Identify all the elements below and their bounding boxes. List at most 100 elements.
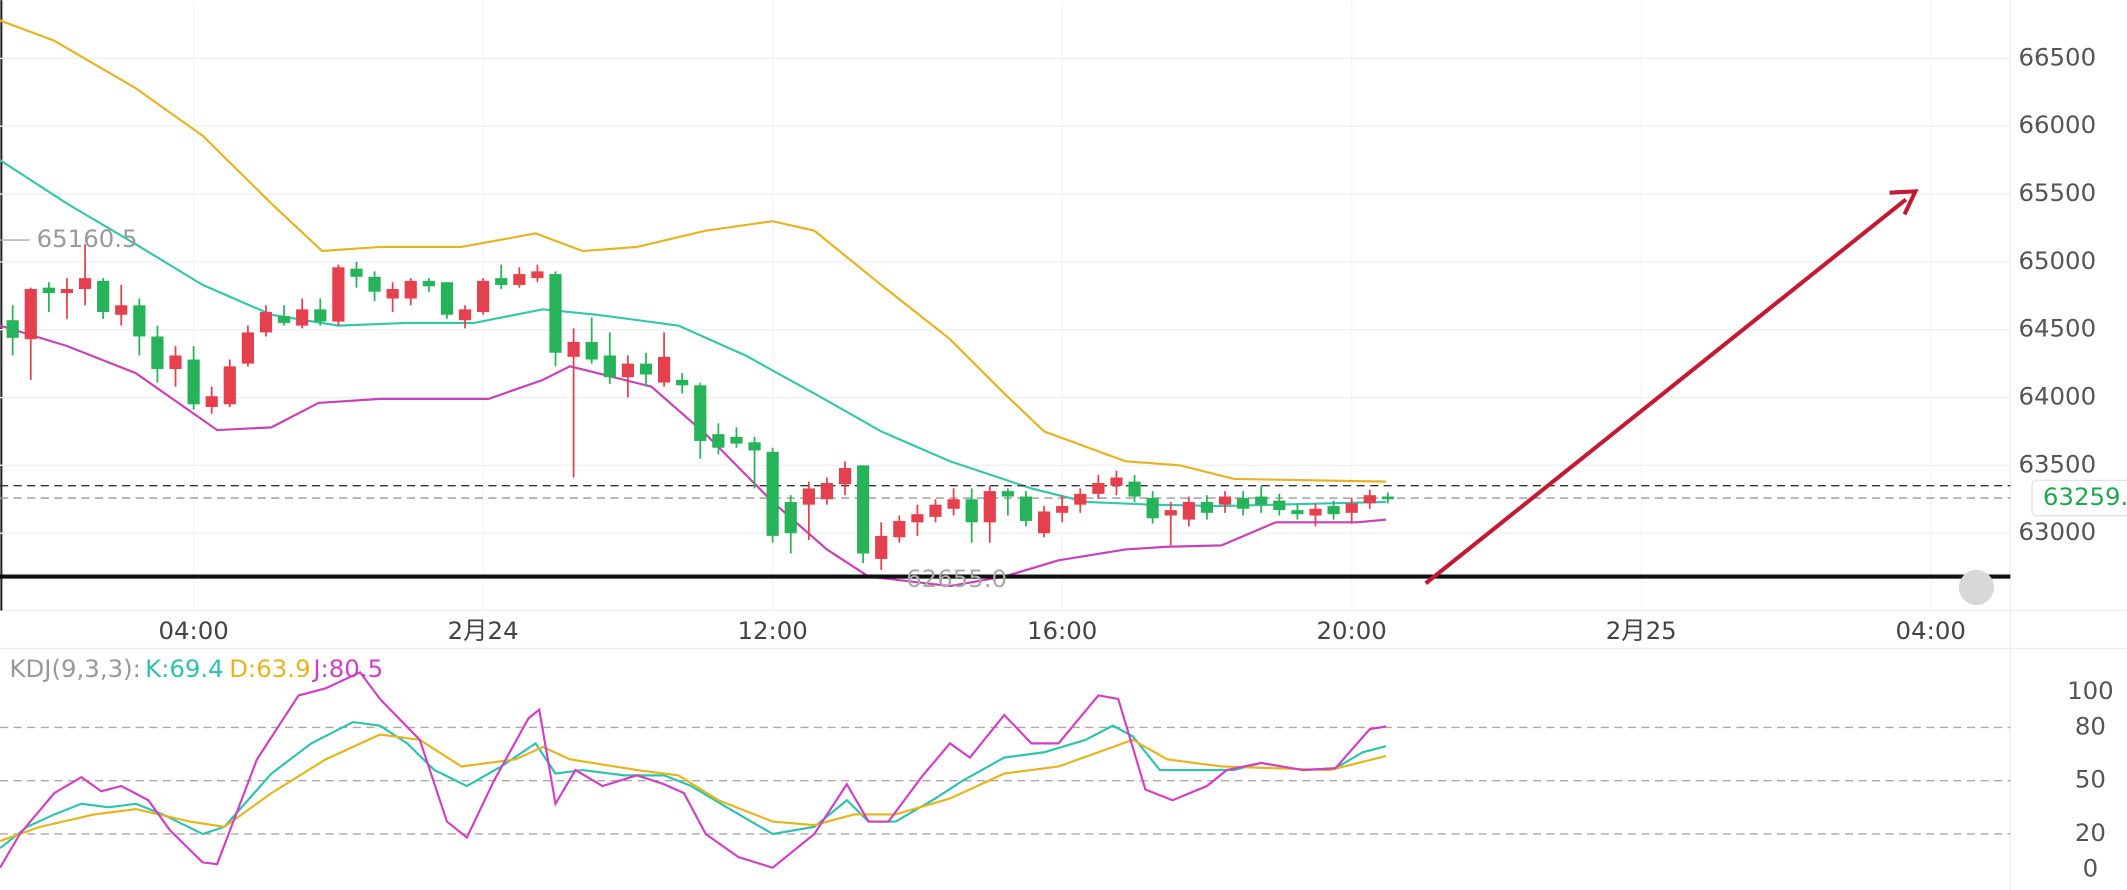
legend-entry: D:63.9 — [229, 654, 310, 683]
candle-body — [42, 287, 55, 294]
candle-body — [332, 267, 345, 322]
x-tick-label: 12:00 — [737, 616, 807, 645]
candle-body — [187, 359, 200, 405]
candle-body — [495, 278, 508, 285]
candle-body — [657, 356, 671, 383]
candle-body — [241, 332, 255, 364]
y-tick-label: 64500 — [2018, 314, 2096, 343]
y-tick-label: 66000 — [2018, 110, 2096, 139]
last-price-label: 63259.2 — [2043, 482, 2127, 511]
candle-body — [531, 271, 544, 279]
candle-body — [567, 341, 580, 357]
legend-entry: K:69.4 — [145, 654, 224, 683]
candle-body — [712, 434, 725, 448]
candle-body — [223, 366, 236, 405]
candle-body — [133, 305, 146, 337]
candle-body — [1146, 497, 1159, 519]
candle-body — [1218, 496, 1232, 505]
arrow-head — [1889, 189, 1919, 216]
y-tick-label: 65500 — [2018, 178, 2096, 207]
candle-body — [368, 276, 381, 292]
candle-body — [151, 336, 164, 370]
candle-body — [965, 499, 978, 523]
candle-body — [766, 451, 779, 536]
y-tick-label: 80 — [2075, 711, 2106, 740]
candle-body — [513, 274, 526, 285]
candle-body — [24, 289, 37, 340]
candle-body — [386, 289, 399, 299]
candle-body — [1291, 510, 1304, 515]
y-tick-label: 0 — [2083, 854, 2099, 883]
x-tick-label: 2月24 — [448, 616, 519, 645]
candle-body — [1056, 506, 1069, 513]
candle-body — [929, 504, 942, 517]
x-tick-label: 04:00 — [158, 616, 228, 645]
candle-body — [947, 499, 960, 509]
candle-body — [1182, 501, 1195, 520]
x-tick-label: 20:00 — [1317, 616, 1387, 645]
indicator-line — [0, 670, 1387, 869]
candle-body — [1309, 508, 1322, 516]
candle-body — [1255, 496, 1268, 505]
candle-body — [1037, 511, 1051, 534]
candle-body — [1200, 501, 1214, 513]
candle-body — [422, 280, 435, 287]
candle-body — [97, 280, 110, 313]
candle-body — [78, 278, 92, 290]
candle-body — [1363, 495, 1376, 504]
legend-entry: J:80.5 — [311, 654, 383, 683]
candle-body — [875, 535, 888, 559]
low-marker-label: 62655.0 — [906, 564, 1007, 593]
candle-body — [585, 341, 598, 360]
watermark-logo — [1958, 569, 1995, 606]
candle-body — [205, 396, 218, 408]
candle-body — [911, 514, 924, 523]
candle-body — [820, 482, 834, 500]
y-tick-label: 100 — [2067, 676, 2114, 705]
candle-body — [1327, 506, 1340, 515]
candle-body — [784, 501, 797, 534]
candle-body — [1164, 510, 1177, 516]
candle-body — [893, 520, 906, 538]
candle-body — [477, 280, 490, 313]
candle-body — [314, 309, 327, 322]
arrow-line — [1424, 197, 1908, 585]
candle-body — [259, 312, 273, 333]
candle-body — [440, 282, 454, 315]
candle-body — [1001, 491, 1014, 497]
y-tick-label: 66500 — [2018, 42, 2096, 71]
indicator-title: KDJ(9,3,3): — [9, 654, 140, 683]
candle-body — [6, 320, 19, 338]
candle-body — [549, 274, 562, 353]
y-tick-label: 63500 — [2018, 449, 2096, 478]
candle-body — [639, 363, 653, 375]
candle-body — [1019, 496, 1033, 521]
candle-body — [1074, 493, 1087, 505]
candle-body — [676, 379, 689, 386]
x-tick-label: 16:00 — [1027, 616, 1097, 645]
candle-body — [838, 468, 852, 485]
candle-body — [1273, 500, 1286, 511]
candle-body — [60, 289, 74, 294]
candle-body — [350, 268, 363, 277]
y-tick-label: 63000 — [2018, 517, 2096, 546]
candle-body — [296, 309, 309, 326]
candle-body — [169, 355, 182, 370]
x-tick-label: 04:00 — [1896, 616, 1966, 645]
candle-body — [857, 465, 870, 554]
x-tick-label: 2月25 — [1606, 616, 1677, 645]
candle-body — [458, 309, 472, 321]
high-marker-label: 65160.5 — [37, 224, 138, 253]
indicator-line — [0, 720, 1387, 850]
candle-body — [277, 316, 291, 323]
candle-body — [730, 436, 743, 444]
candle-body — [1110, 477, 1123, 486]
candle-body — [748, 442, 761, 451]
y-tick-label: 50 — [2075, 765, 2106, 794]
indicator-line — [0, 19, 1387, 483]
